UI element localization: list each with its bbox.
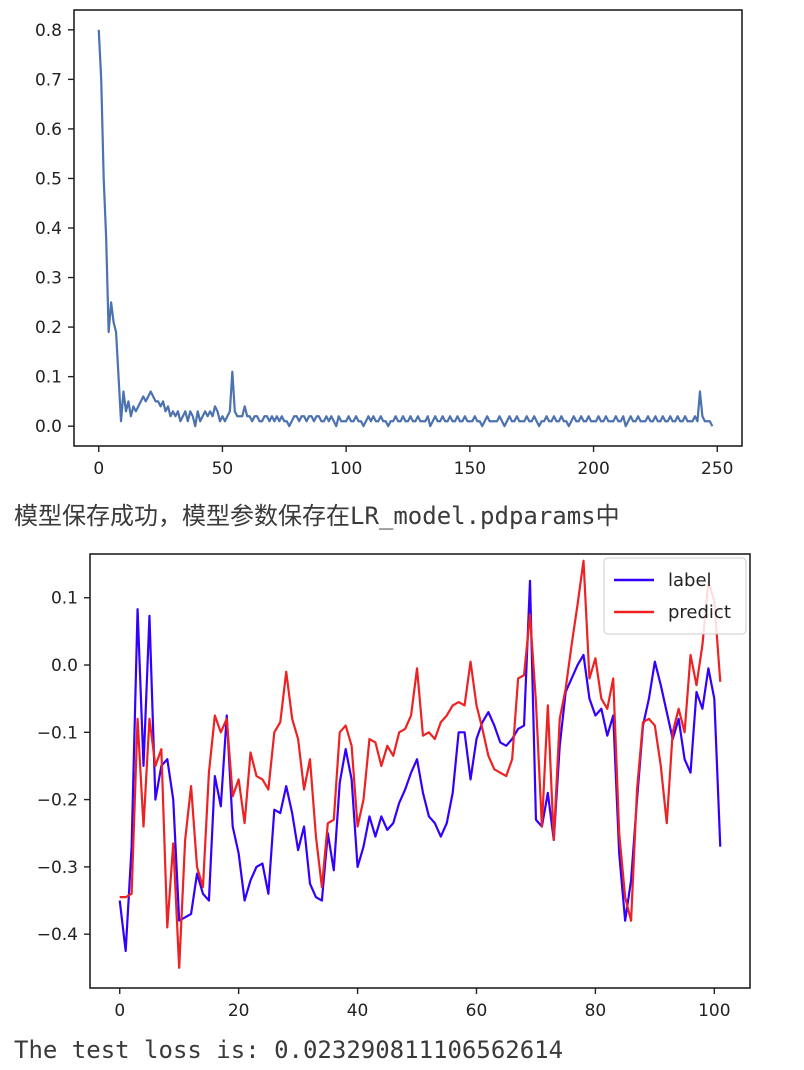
x-tick-label: 60: [466, 1001, 488, 1020]
y-tick-label: 0.6: [35, 120, 62, 140]
legend-box: [603, 557, 747, 635]
y-tick-label: 0.4: [35, 219, 62, 239]
y-tick-label: 0.0: [51, 656, 78, 676]
save-success-message: 模型保存成功，模型参数保存在LR_model.pdparams中: [14, 502, 620, 530]
series-line-predict: [119, 559, 722, 969]
x-tick-label: 50: [212, 459, 234, 479]
y-tick-label: 0.8: [35, 21, 62, 41]
x-tick-label: 100: [698, 1001, 730, 1020]
y-tick-label: 0.2: [35, 318, 62, 338]
series-line-series-0: [97, 29, 714, 428]
x-tick-label: 0: [93, 459, 104, 479]
x-tick-label: 100: [330, 459, 362, 479]
plot-frame: [73, 9, 743, 447]
legend: label predict: [603, 557, 747, 635]
test-loss-output: The test loss is: 0.023290811106562614: [14, 1036, 564, 1064]
x-tick-label: 40: [347, 1001, 369, 1020]
x-tick-label: 80: [585, 1001, 607, 1020]
x-tick-label: 20: [228, 1001, 250, 1020]
y-tick-label: −0.3: [37, 858, 78, 878]
y-tick-label: 0.1: [35, 368, 62, 388]
y-tick-label: −0.2: [37, 791, 78, 811]
y-tick-label: −0.1: [37, 723, 78, 743]
x-tick-label: 0: [114, 1001, 125, 1020]
y-tick-label: −0.4: [37, 925, 78, 945]
x-tick-label: 200: [577, 459, 609, 479]
y-tick-label: 0.1: [51, 589, 78, 609]
plot-frame: [89, 553, 751, 989]
y-tick-label: 0.3: [35, 269, 62, 289]
label-vs-predict-chart: 0 20 40 60 80 100 −0.4 −0.3 −0.2 −0.1 0.0 0.1 label p…: [37, 553, 751, 1020]
x-tick-label: 150: [454, 459, 486, 479]
y-tick-label: 0.7: [35, 70, 62, 90]
loss-curve-chart: 0 50 100 150 200 250 0.0 0.1 0.2 0.3 0.4 0.5 0.6 0.7 0…: [35, 9, 743, 479]
legend-label-label: label: [668, 570, 712, 591]
x-tick-label: 250: [701, 459, 733, 479]
series-line-label: [118, 579, 722, 953]
y-tick-label: 0.5: [35, 169, 62, 189]
legend-label-predict: predict: [668, 602, 731, 623]
y-tick-label: 0.0: [35, 417, 62, 437]
